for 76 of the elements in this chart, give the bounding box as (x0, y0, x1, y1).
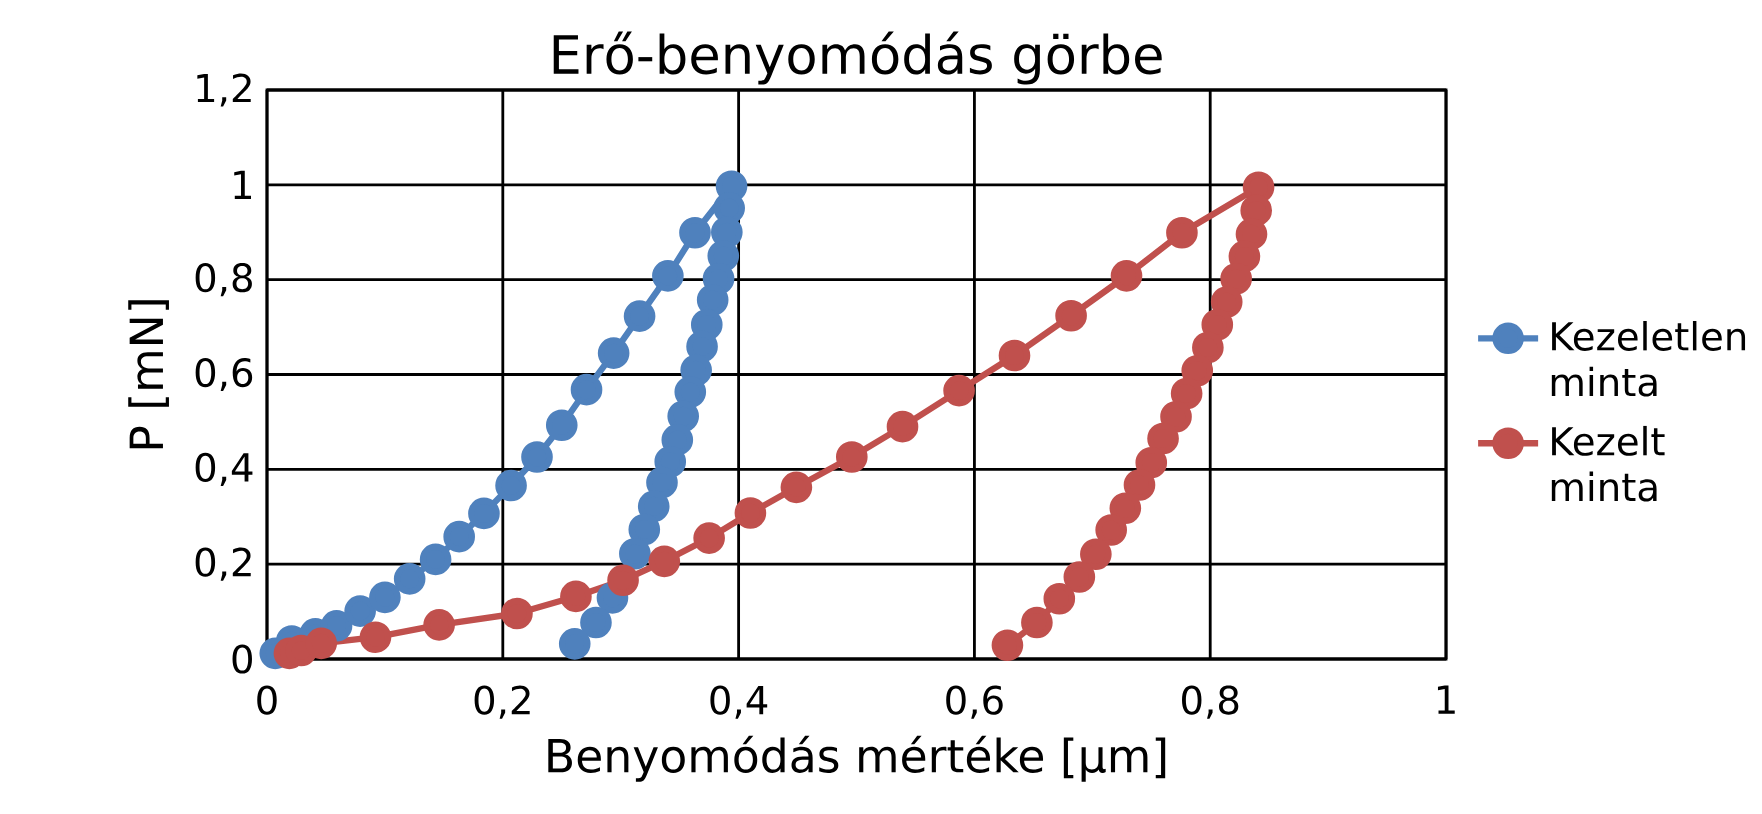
point (1135, 446, 1168, 479)
point (1192, 331, 1224, 364)
point (443, 520, 475, 553)
point (696, 284, 729, 316)
x-tick-label: 0,6 (946, 685, 1003, 719)
point (991, 629, 1024, 662)
point (648, 545, 681, 578)
point (623, 300, 656, 332)
point (597, 337, 630, 369)
point (780, 471, 813, 504)
point (667, 400, 700, 433)
y-tick-label: 1 (234, 170, 251, 199)
point (1055, 299, 1087, 332)
point (1147, 422, 1179, 455)
x-tick-label: 0,2 (474, 685, 530, 719)
point (693, 522, 725, 554)
point (1021, 606, 1053, 639)
y-tick-label: 0,4 (195, 452, 253, 486)
legend-label: Kezeletlen minta (1551, 320, 1746, 397)
point (679, 216, 711, 249)
y-axis-title: P [mN] (128, 300, 169, 449)
point (1160, 400, 1192, 433)
y-tick-label: 0,8 (195, 263, 252, 297)
point (1181, 354, 1214, 387)
point (646, 466, 678, 499)
point (393, 563, 426, 595)
point (359, 621, 392, 654)
point (1063, 561, 1096, 593)
point (468, 497, 500, 530)
x-tick-label: 1 (1437, 685, 1455, 714)
point (886, 410, 919, 443)
point (686, 330, 718, 363)
point (734, 497, 767, 529)
point (835, 441, 868, 473)
point (1110, 260, 1143, 292)
point (628, 513, 661, 546)
point (495, 469, 527, 502)
point (1201, 308, 1234, 341)
point (580, 606, 612, 639)
point (652, 260, 684, 292)
point (560, 580, 592, 613)
point (619, 537, 651, 570)
y-tick-label: 1,2 (197, 73, 251, 107)
point (1123, 469, 1156, 501)
point (521, 441, 553, 473)
point (1080, 538, 1112, 571)
y-tick-label: 0 (232, 644, 252, 674)
point (545, 409, 578, 442)
point (423, 609, 455, 641)
point (570, 373, 603, 406)
point (1095, 514, 1128, 546)
point (1170, 377, 1203, 410)
y-tick-label: 0,6 (195, 357, 253, 392)
point (1043, 582, 1076, 615)
x-tick-label: 0 (257, 685, 277, 715)
point (607, 564, 639, 597)
point (419, 543, 452, 576)
point (369, 581, 401, 614)
y-tick-label: 0,2 (195, 547, 251, 581)
point (501, 597, 533, 630)
point (1166, 216, 1198, 249)
legend-label: Kezelt minta (1551, 425, 1665, 502)
point (344, 595, 376, 627)
x-tick-label: 0,8 (1182, 685, 1239, 719)
point (1210, 286, 1243, 318)
point (943, 374, 975, 407)
point (637, 490, 670, 523)
point (998, 339, 1031, 372)
x-tick-label: 0,4 (710, 685, 768, 719)
x-axis-title: Benyomódás mértéke [μm] (548, 735, 1166, 782)
chart-title: Erő-benyomódás görbe (553, 31, 1162, 85)
point (305, 627, 338, 660)
point (1109, 492, 1142, 525)
point (1220, 262, 1252, 295)
point (674, 376, 707, 408)
point (558, 628, 591, 660)
